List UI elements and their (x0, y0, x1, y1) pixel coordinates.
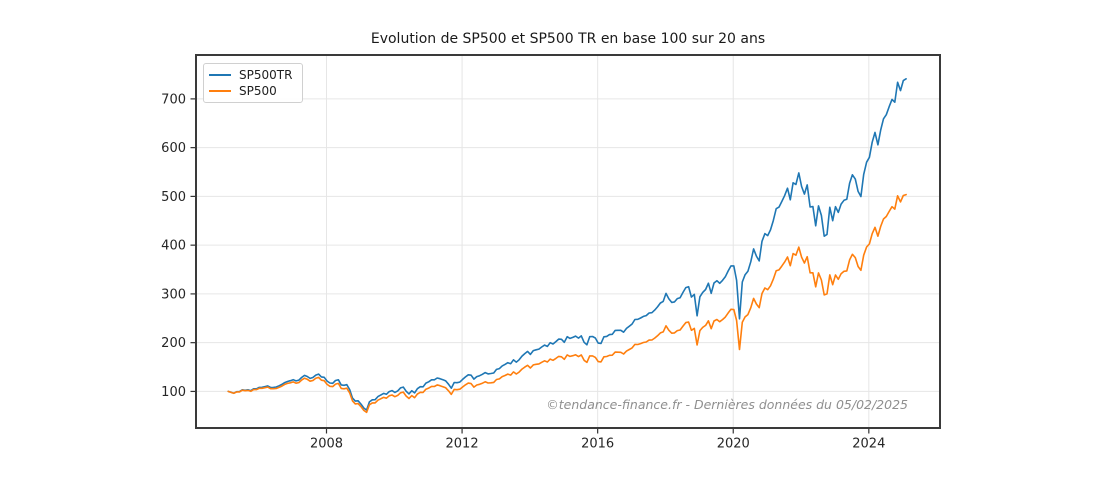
y-tick-label: 700 (161, 92, 186, 107)
legend: SP500TR SP500 (203, 63, 304, 103)
x-tick-label: 2016 (581, 437, 614, 452)
y-tick-label: 500 (161, 190, 186, 205)
plot-border (195, 54, 941, 429)
legend-label-sp500tr: SP500TR (239, 68, 293, 82)
y-tick-label: 400 (161, 239, 186, 254)
y-tick-label: 600 (161, 141, 186, 156)
x-tick-label: 2012 (446, 437, 479, 452)
legend-label-sp500: SP500 (239, 84, 277, 98)
x-tick-label: 2020 (717, 437, 750, 452)
chart-title: Evolution de SP500 et SP500 TR en base 1… (370, 31, 766, 47)
y-tick-label: 300 (161, 287, 186, 302)
series-line-sp500tr (227, 78, 907, 411)
y-tick-label: 200 (161, 336, 186, 351)
y-tick-label: 100 (161, 385, 186, 400)
x-tick-label: 2008 (310, 437, 343, 452)
series-line-sp500 (227, 193, 907, 414)
legend-line-swatch-sp500tr (209, 74, 231, 76)
x-tick-label: 2024 (852, 437, 885, 452)
watermark: ©tendance-finance.fr - Dernières données… (546, 397, 908, 412)
legend-item-sp500tr: SP500TR (209, 69, 292, 81)
legend-line-swatch-sp500 (209, 90, 231, 92)
legend-item-sp500: SP500 (209, 85, 292, 97)
